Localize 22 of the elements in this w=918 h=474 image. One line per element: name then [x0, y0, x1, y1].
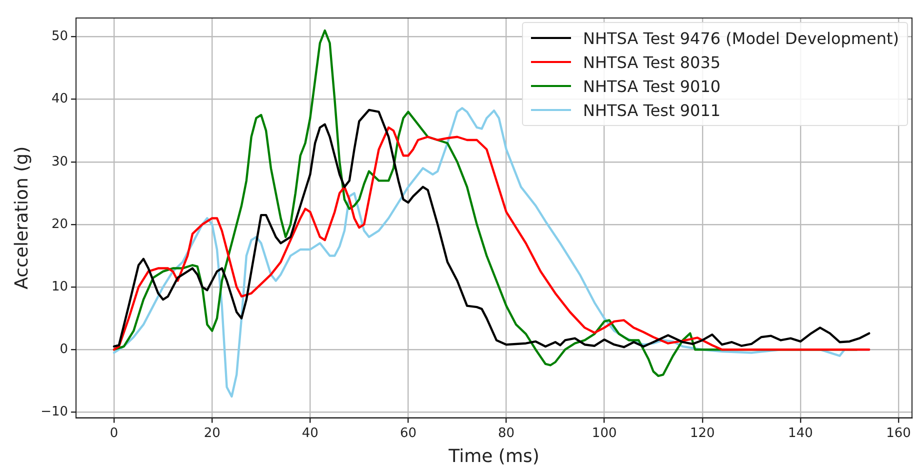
x-tick-label: 20 — [204, 426, 220, 441]
x-tick-label: 60 — [400, 426, 416, 441]
x-axis-title: Time (ms) — [448, 446, 540, 467]
y-tick-label: 30 — [51, 154, 68, 170]
y-tick-label: 50 — [51, 29, 68, 44]
x-tick-label: 100 — [592, 426, 617, 441]
legend-label: NHTSA Test 9476 (Model Development) — [583, 28, 899, 48]
y-tick-label: 20 — [51, 216, 68, 232]
y-tick-label: 0 — [60, 342, 68, 357]
legend-label: NHTSA Test 9011 — [583, 100, 721, 120]
x-tick-label: 80 — [498, 426, 515, 441]
y-axis-title: Acceleration (g) — [11, 146, 32, 290]
y-tick-label: 40 — [51, 92, 68, 107]
x-tick-label: 40 — [302, 426, 318, 441]
x-tick-label: 120 — [690, 426, 715, 441]
legend-label: NHTSA Test 8035 — [583, 52, 721, 72]
x-tick-label: 140 — [788, 426, 813, 441]
x-tick-label: 160 — [886, 426, 911, 441]
y-tick-label: −10 — [40, 404, 68, 420]
x-tick-label: 0 — [110, 426, 118, 441]
y-tick-label: 10 — [51, 279, 68, 294]
legend-label: NHTSA Test 9010 — [583, 76, 721, 96]
